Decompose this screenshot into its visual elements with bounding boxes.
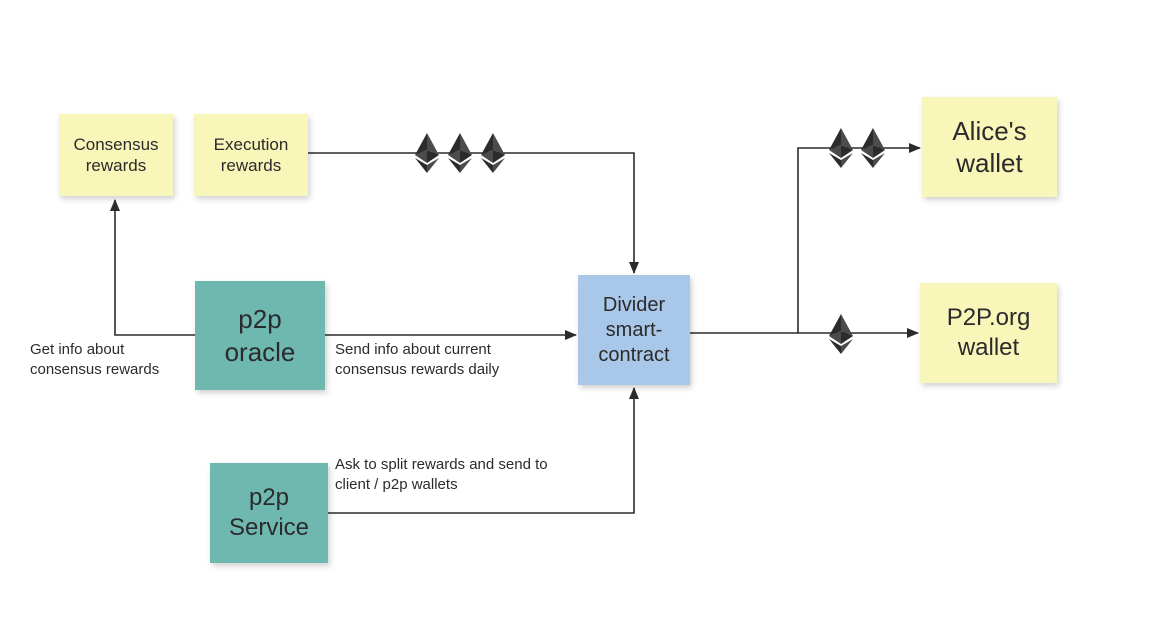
edge-oracle_to_consensus (115, 200, 195, 335)
node-label: P2P.org wallet (928, 303, 1049, 363)
node-p2porg-wallet: P2P.org wallet (920, 283, 1057, 383)
node-alice-wallet: Alice's wallet (922, 97, 1057, 197)
node-label: Consensus rewards (67, 134, 165, 177)
ethereum-icon (414, 133, 440, 173)
node-label: Alice's wallet (930, 115, 1049, 180)
node-label: p2p Service (218, 483, 320, 543)
edge-execution_to_divider (308, 153, 634, 273)
label-send-info: Send info about current consensus reward… (335, 340, 565, 381)
node-label: Execution rewards (202, 134, 300, 177)
label-text: Ask to split rewards and send to client … (335, 456, 548, 493)
edge-to_alice (798, 148, 920, 333)
node-consensus-rewards: Consensus rewards (59, 114, 173, 196)
ethereum-icon (480, 133, 506, 173)
ethereum-icon (828, 128, 854, 168)
label-ask-split: Ask to split rewards and send to client … (335, 455, 575, 496)
label-text: Get info about consensus rewards (30, 341, 159, 378)
node-p2p-service: p2p Service (210, 463, 328, 563)
node-label: Divider smart-contract (586, 293, 682, 368)
label-get-info: Get info about consensus rewards (30, 340, 200, 381)
ethereum-icon (828, 314, 854, 354)
node-divider-contract: Divider smart-contract (578, 275, 690, 385)
node-p2p-oracle: p2p oracle (195, 281, 325, 390)
node-label: p2p oracle (203, 303, 317, 368)
label-text: Send info about current consensus reward… (335, 341, 499, 378)
ethereum-icon (860, 128, 886, 168)
node-execution-rewards: Execution rewards (194, 114, 308, 196)
ethereum-icon (447, 133, 473, 173)
